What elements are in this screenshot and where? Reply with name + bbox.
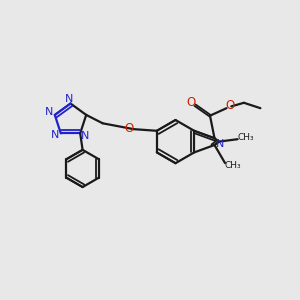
- Text: O: O: [125, 122, 134, 135]
- Text: N: N: [216, 140, 224, 149]
- Text: N: N: [65, 94, 73, 104]
- Text: O: O: [225, 99, 234, 112]
- Text: N: N: [80, 131, 89, 141]
- Text: CH₃: CH₃: [237, 133, 254, 142]
- Text: O: O: [187, 96, 196, 109]
- Text: N: N: [45, 107, 54, 117]
- Text: N: N: [51, 130, 60, 140]
- Text: CH₃: CH₃: [224, 161, 241, 170]
